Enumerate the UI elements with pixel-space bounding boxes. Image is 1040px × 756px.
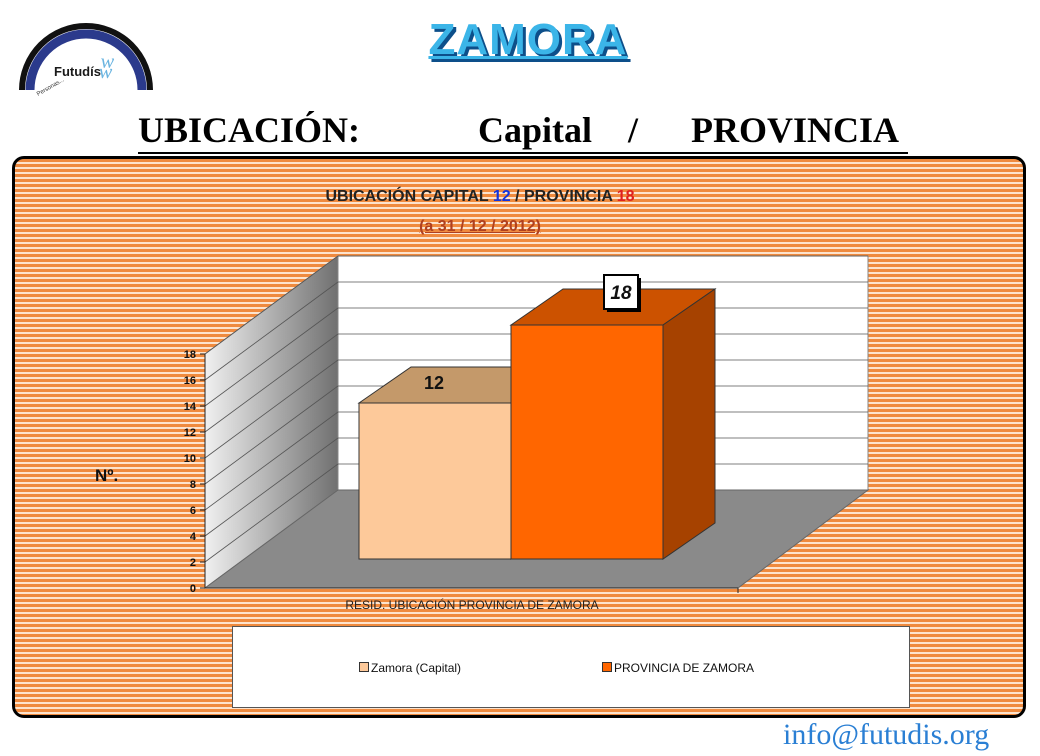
location-label: UBICACIÓN: (138, 110, 361, 150)
legend-item-province: PROVINCIA DE ZAMORA (602, 661, 754, 675)
gridline-side (204, 437, 339, 537)
y-tick-label: 0 (190, 583, 196, 595)
location-heading: UBICACIÓN: Capital / PROVINCIA (138, 108, 908, 154)
futudis-logo: Futudís ʬ Personas... (10, 18, 160, 106)
gridline-side (204, 307, 339, 407)
chart-bars: 12 18 (357, 274, 717, 560)
province-label: PROVINCIA (691, 110, 900, 150)
y-axis-ticks: 0 2 4 6 8 10 12 14 16 18 (184, 349, 739, 595)
bar-front-1 (510, 324, 664, 560)
gridline-side (204, 255, 339, 355)
y-tick-label: 6 (190, 505, 196, 517)
page-title: ZAMORA (428, 15, 628, 64)
y-tick-label: 14 (184, 401, 197, 413)
gridline-side (204, 333, 339, 433)
legend-swatch-capital (359, 662, 369, 672)
bar-side-1 (662, 288, 716, 560)
gridline-side (204, 359, 339, 459)
y-axis-label: Nº. (95, 466, 118, 485)
separator: / (628, 110, 639, 150)
x-axis-label: RESID. UBICACIÓN PROVINCIA DE ZAMORA (345, 597, 598, 612)
data-label-box-1 (603, 274, 639, 310)
legend-swatch-province (602, 662, 612, 672)
gridline-side (204, 463, 339, 563)
capital-label: Capital (478, 110, 593, 150)
y-tick-label: 8 (190, 479, 196, 491)
contact-email[interactable]: info@futudis.org (783, 718, 990, 751)
y-tick-label: 2 (190, 557, 196, 569)
gridline-side (204, 385, 339, 485)
y-tick-label: 16 (184, 375, 196, 387)
chart-title: UBICACIÓN CAPITAL 12 / PROVINCIA 18 (230, 186, 730, 208)
y-tick-label: 12 (184, 427, 196, 439)
chart-date: (a 31 / 12 / 2012) (230, 216, 730, 238)
chart-title-middle: / PROVINCIA (510, 188, 617, 205)
chart-date-text: (a 31 / 12 / 2012) (419, 218, 541, 235)
svg-text:ʬ: ʬ (98, 52, 115, 85)
bar-front-0 (358, 402, 512, 560)
y-tick-label: 4 (190, 531, 197, 543)
legend-item-capital: Zamora (Capital) (359, 661, 461, 675)
chart-title-capital-value: 12 (492, 188, 511, 205)
chart-title-prefix: UBICACIÓN CAPITAL (325, 188, 493, 205)
gridline-side (204, 411, 339, 511)
data-label-0: 12 (424, 373, 444, 393)
chart-title-province-value: 18 (616, 188, 635, 205)
legend-label-capital: Zamora (Capital) (371, 661, 462, 675)
y-tick-label: 18 (184, 349, 196, 361)
data-label-1: 18 (610, 283, 632, 304)
y-tick-label: 10 (184, 453, 196, 465)
svg-text:Futudís: Futudís (54, 64, 101, 79)
gridline-side (204, 281, 339, 381)
legend-label-province: PROVINCIA DE ZAMORA (614, 661, 755, 675)
chart-legend: Zamora (Capital) PROVINCIA DE ZAMORA (232, 626, 910, 708)
